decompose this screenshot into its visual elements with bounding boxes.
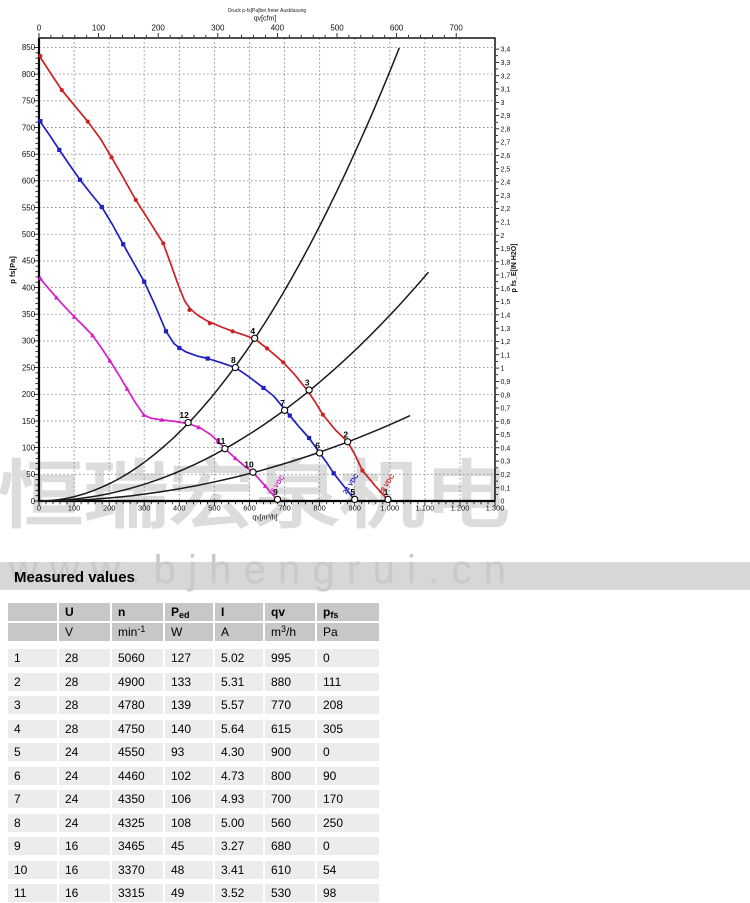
svg-text:3,1: 3,1	[501, 87, 511, 94]
svg-text:4: 4	[250, 326, 255, 336]
svg-text:2,9: 2,9	[501, 113, 511, 120]
svg-text:1,4: 1,4	[501, 313, 511, 320]
svg-text:12: 12	[179, 410, 189, 420]
svg-text:p fs_E[IN H2O]: p fs_E[IN H2O]	[511, 243, 518, 292]
svg-text:700: 700	[278, 504, 291, 513]
svg-text:2: 2	[343, 429, 348, 439]
svg-text:700: 700	[22, 123, 36, 132]
svg-text:0,2: 0,2	[501, 472, 511, 479]
svg-text:1,9: 1,9	[501, 246, 511, 253]
svg-text:1.200: 1.200	[451, 504, 470, 513]
svg-text:0: 0	[501, 499, 505, 506]
svg-text:2,4: 2,4	[501, 180, 511, 187]
svg-text:850: 850	[22, 43, 36, 52]
svg-text:900: 900	[348, 504, 361, 513]
svg-text:400: 400	[271, 24, 285, 33]
svg-text:3: 3	[305, 378, 310, 388]
svg-text:550: 550	[22, 203, 36, 212]
svg-text:2,1: 2,1	[501, 220, 511, 227]
svg-text:200: 200	[103, 504, 116, 513]
svg-text:qv[cfm]: qv[cfm]	[254, 16, 277, 23]
svg-text:400: 400	[22, 283, 36, 292]
svg-text:500: 500	[330, 24, 344, 33]
svg-text:700: 700	[450, 24, 464, 33]
svg-text:1: 1	[501, 366, 505, 373]
svg-text:500: 500	[208, 504, 221, 513]
svg-text:3: 3	[501, 100, 505, 107]
svg-text:100: 100	[68, 504, 81, 513]
svg-text:0,6: 0,6	[501, 419, 511, 426]
svg-text:5: 5	[350, 487, 355, 497]
svg-text:450: 450	[22, 257, 36, 266]
svg-text:600: 600	[243, 504, 256, 513]
svg-text:p fs[Pa]: p fs[Pa]	[8, 256, 17, 284]
svg-text:1,7: 1,7	[501, 273, 511, 280]
svg-text:600: 600	[390, 24, 404, 33]
svg-text:2,7: 2,7	[501, 140, 511, 147]
svg-text:1,3: 1,3	[501, 326, 511, 333]
svg-text:800: 800	[313, 504, 326, 513]
svg-text:7: 7	[280, 398, 285, 408]
svg-text:2: 2	[501, 233, 505, 240]
svg-text:9: 9	[273, 487, 278, 497]
svg-text:150: 150	[22, 417, 36, 426]
svg-text:0,3: 0,3	[501, 459, 511, 466]
svg-text:qv[m³/h]: qv[m³/h]	[252, 515, 277, 522]
svg-text:100: 100	[92, 24, 106, 33]
svg-text:1.000: 1.000	[380, 504, 399, 513]
svg-text:1,6: 1,6	[501, 286, 511, 293]
svg-text:0: 0	[37, 24, 42, 33]
svg-text:6: 6	[315, 441, 320, 451]
svg-text:1.300: 1.300	[486, 504, 505, 513]
svg-text:50: 50	[26, 470, 35, 479]
svg-text:350: 350	[22, 310, 36, 319]
svg-text:3,2: 3,2	[501, 73, 511, 80]
svg-text:11: 11	[216, 436, 225, 446]
svg-text:250: 250	[22, 363, 36, 372]
svg-text:0,8: 0,8	[501, 392, 511, 399]
svg-text:1,8: 1,8	[501, 259, 511, 266]
svg-text:800: 800	[22, 70, 36, 79]
svg-text:600: 600	[22, 177, 36, 186]
svg-text:0,9: 0,9	[501, 379, 511, 386]
svg-text:750: 750	[22, 97, 36, 106]
svg-text:1,5: 1,5	[501, 299, 511, 306]
svg-text:0,1: 0,1	[501, 485, 511, 492]
svg-text:500: 500	[22, 230, 36, 239]
svg-text:0,5: 0,5	[501, 432, 511, 439]
svg-text:300: 300	[211, 24, 225, 33]
svg-text:200: 200	[22, 390, 36, 399]
svg-text:400: 400	[173, 504, 186, 513]
svg-text:2,3: 2,3	[501, 193, 511, 200]
svg-text:1,2: 1,2	[501, 339, 511, 346]
svg-text:Druck p-fs[Pa]bei freier Ausbl: Druck p-fs[Pa]bei freier Ausblasung	[228, 8, 307, 14]
svg-text:1: 1	[384, 487, 389, 497]
svg-text:300: 300	[22, 337, 36, 346]
svg-text:0: 0	[37, 504, 41, 513]
svg-text:2,5: 2,5	[501, 166, 511, 173]
svg-text:2,6: 2,6	[501, 153, 511, 160]
svg-text:300: 300	[138, 504, 151, 513]
svg-text:3,4: 3,4	[501, 47, 511, 54]
svg-text:100: 100	[22, 443, 36, 452]
svg-text:1.100: 1.100	[416, 504, 435, 513]
svg-text:0: 0	[31, 497, 36, 506]
svg-text:0,4: 0,4	[501, 445, 511, 452]
svg-text:650: 650	[22, 150, 36, 159]
svg-text:200: 200	[152, 24, 166, 33]
svg-text:8: 8	[231, 355, 236, 365]
svg-text:0,7: 0,7	[501, 406, 511, 413]
svg-text:2,8: 2,8	[501, 126, 511, 133]
svg-text:3,3: 3,3	[501, 60, 511, 67]
svg-text:1,1: 1,1	[501, 352, 511, 359]
svg-text:2,2: 2,2	[501, 206, 511, 213]
svg-text:10: 10	[244, 460, 254, 470]
